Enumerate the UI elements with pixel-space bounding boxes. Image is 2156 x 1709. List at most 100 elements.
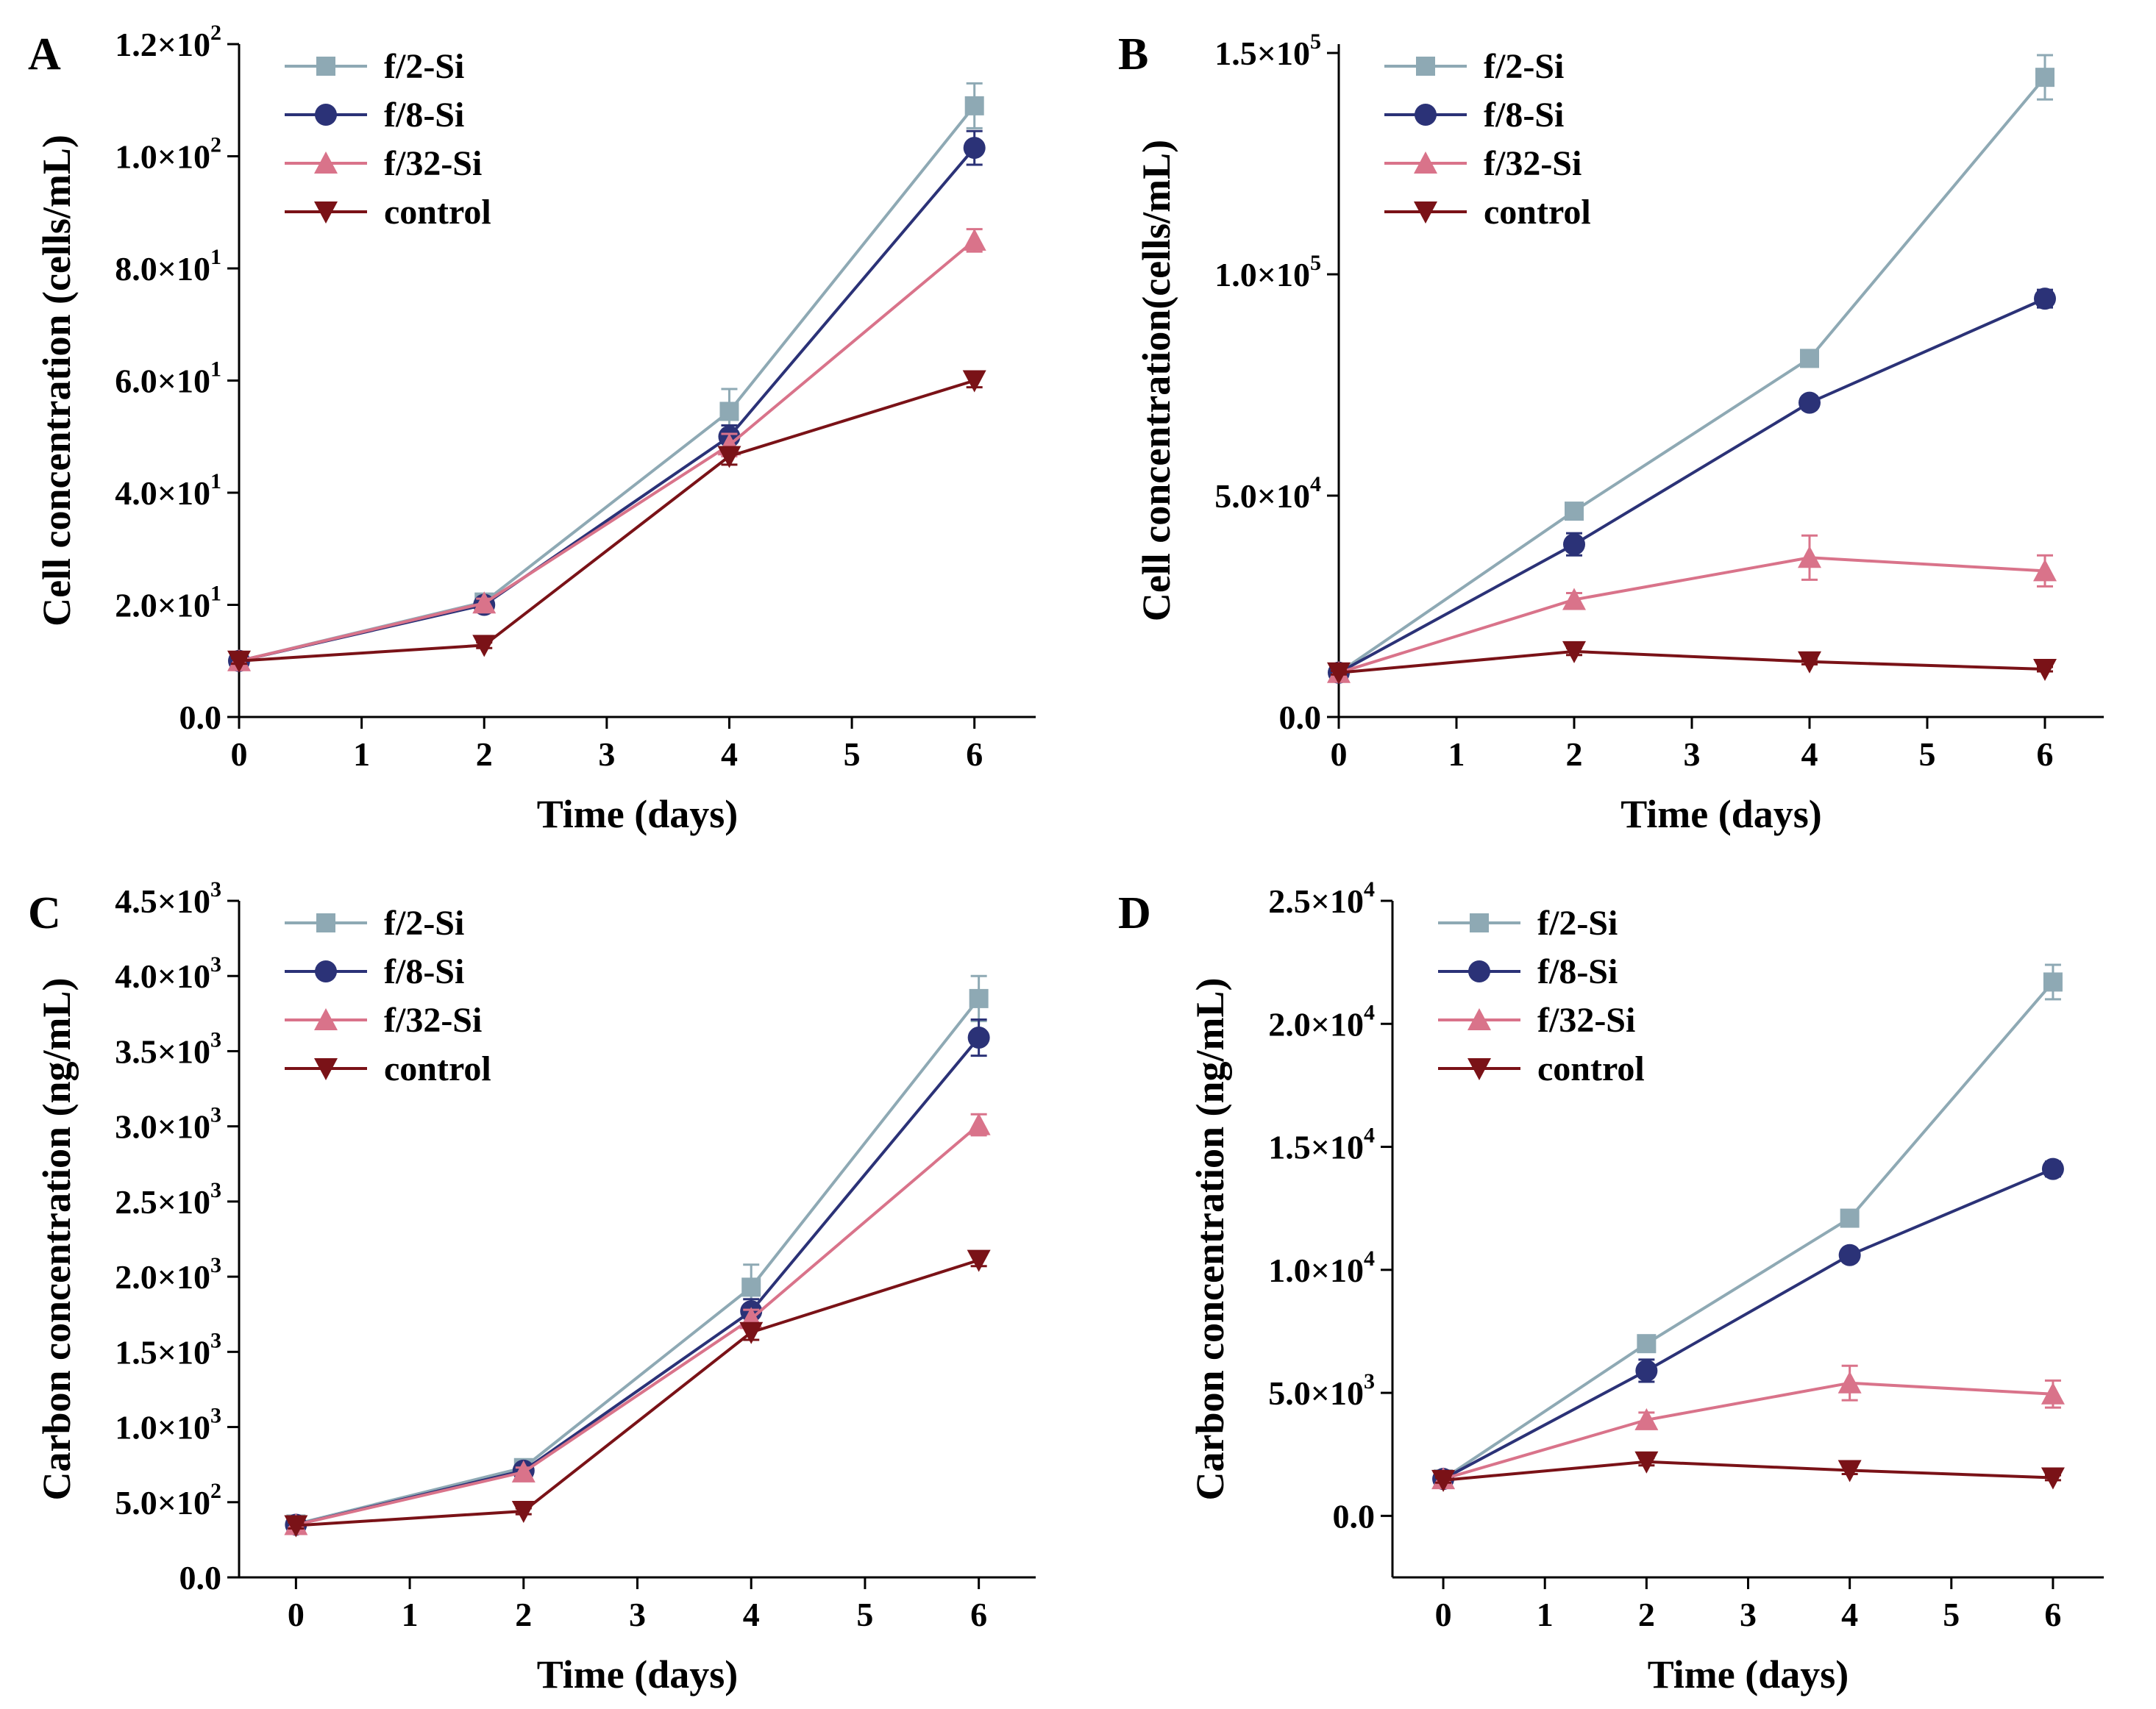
x-tick-label: 5 (1943, 1596, 1960, 1633)
y-tick-mantissa: 1.5×10 (1268, 1129, 1364, 1166)
legend-label: f/8-Si (1484, 96, 1564, 135)
y-tick-exponent: 2 (210, 21, 221, 45)
legend-marker (314, 151, 338, 174)
y-tick-mantissa: 1.5×10 (1214, 35, 1310, 72)
x-tick-label: 2 (515, 1596, 532, 1633)
series-line (1442, 1460, 2054, 1482)
series-line (1442, 1381, 2054, 1481)
series-line (295, 1036, 981, 1527)
y-tick-exponent: 3 (210, 1253, 221, 1277)
x-axis-label: Time (days) (537, 792, 739, 836)
y-tick-label: 1.0×103 (115, 1404, 221, 1446)
y-tick-label: 4.0×103 (115, 952, 221, 995)
y-tick-mantissa: 4.0×10 (115, 474, 210, 512)
legend-label: f/2-Si (1537, 904, 1618, 943)
y-tick-mantissa: 1.0×10 (115, 1409, 210, 1446)
series-control (284, 1249, 991, 1538)
data-point (1327, 662, 1351, 685)
y-tick-exponent: 4 (1364, 1246, 1375, 1271)
y-tick-mantissa: 5.0×10 (1268, 1374, 1364, 1412)
data-point (1800, 349, 1819, 368)
legend: f/2-Si f/8-Si f/32-Si control (285, 47, 491, 232)
legend-label: control (1484, 193, 1591, 232)
y-tick-exponent: 3 (210, 1328, 221, 1352)
y-tick-mantissa: 6.0×10 (115, 363, 210, 400)
y-tick-exponent: 3 (210, 1027, 221, 1052)
data-point (1837, 1371, 1862, 1394)
x-axis-label: Time (days) (1620, 792, 1822, 836)
panel-d: D0 1 2 3 4 5 60.05.0×1031.0×1041.5×1042.0×1042… (1118, 877, 2104, 1696)
panel-letter: A (28, 29, 61, 79)
y-tick-label: 0.0 (179, 1559, 222, 1596)
panel-letter: C (28, 888, 61, 938)
y-axis-label: Carbon concentration (ng/mL) (1188, 978, 1232, 1501)
y-tick-label: 0.0 (1333, 1497, 1376, 1535)
series-f32 (227, 228, 986, 671)
legend-marker (316, 913, 335, 932)
series-line (238, 146, 976, 663)
data-point (719, 402, 739, 421)
data-point (1798, 546, 1821, 568)
x-tick-label: 6 (966, 735, 983, 773)
series-f32 (1431, 1364, 2065, 1490)
y-tick-exponent: 3 (210, 952, 221, 977)
series-f8 (1328, 288, 2056, 684)
legend-marker (1416, 57, 1435, 76)
y-tick-label: 1.5×104 (1268, 1124, 1375, 1166)
data-point (1562, 588, 1586, 610)
legend-marker (314, 1008, 338, 1030)
x-tick-label: 5 (844, 735, 861, 773)
series-line (238, 379, 975, 663)
x-tick-label: 3 (1740, 1596, 1757, 1633)
y-tick-mantissa: 5.0×10 (1214, 477, 1310, 515)
y-tick-label: 0.0 (179, 699, 222, 736)
y-tick-exponent: 3 (210, 877, 221, 902)
legend-marker (1414, 201, 1437, 224)
y-tick-mantissa: 3.0×10 (115, 1108, 210, 1146)
y-tick-exponent: 1 (210, 245, 221, 269)
y-tick-label: 3.0×103 (115, 1103, 221, 1146)
y-tick-label: 2.0×103 (115, 1253, 221, 1296)
legend-label: f/8-Si (384, 96, 464, 135)
x-tick-label: 1 (1537, 1596, 1554, 1633)
y-tick-mantissa: 4.5×10 (115, 882, 210, 920)
x-axis-label: Time (days) (537, 1652, 739, 1696)
legend-marker (314, 1058, 338, 1080)
series-f2 (1434, 963, 2063, 1489)
y-axis-label: Carbon concentration (ng/mL) (35, 978, 79, 1501)
data-point (1799, 391, 1821, 414)
y-tick-mantissa: 1.0×10 (1214, 256, 1310, 293)
y-tick-exponent: 4 (1310, 472, 1321, 496)
series-line (295, 1124, 980, 1527)
data-point (1637, 1334, 1657, 1354)
series-line (1442, 981, 2054, 1480)
series-f2 (230, 82, 984, 671)
data-point (1562, 641, 1586, 663)
y-tick-label: 2.0×104 (1268, 1000, 1375, 1043)
data-point (1838, 1244, 1861, 1266)
y-tick-label: 4.0×101 (115, 469, 221, 512)
data-point (227, 650, 251, 673)
series-f32 (1327, 534, 2057, 683)
y-tick-mantissa: 5.0×10 (115, 1484, 210, 1521)
x-tick-label: 5 (1919, 735, 1936, 773)
data-point (2043, 972, 2063, 992)
x-tick-label: 0 (1435, 1596, 1452, 1633)
data-point (472, 635, 497, 657)
legend: f/2-Si f/8-Si f/32-Si control (285, 904, 491, 1088)
data-point (1634, 1407, 1659, 1430)
legend-label: f/32-Si (1537, 1001, 1635, 1040)
y-tick-exponent: 3 (210, 1404, 221, 1428)
y-tick-label: 1.0×102 (115, 133, 221, 176)
legend-label: f/8-Si (1537, 952, 1618, 991)
data-point (2033, 658, 2057, 681)
data-point (1635, 1359, 1658, 1382)
legend-marker (1468, 960, 1490, 982)
series-f8 (285, 1018, 990, 1536)
y-tick-label: 2.0×101 (115, 582, 221, 624)
panel-letter: B (1118, 29, 1148, 79)
x-tick-label: 0 (231, 735, 248, 773)
y-tick-mantissa: 0.0 (1279, 699, 1322, 736)
